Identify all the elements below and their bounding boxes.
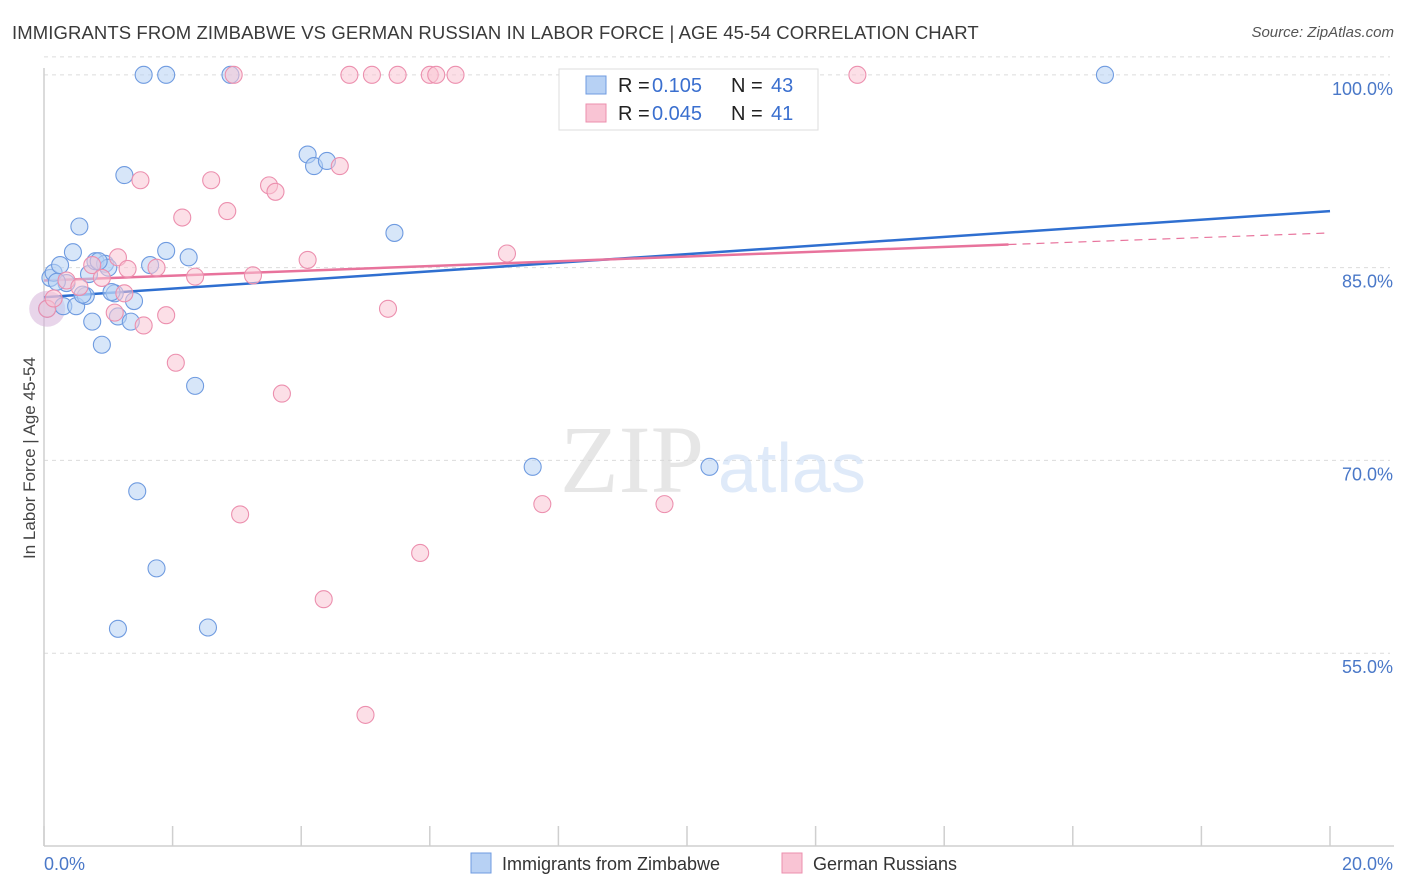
german-russian-point [272,384,291,403]
german-russian-trend-extrapolated [1008,232,1331,246]
zimbabwe-point [134,65,153,84]
zimbabwe-legend-label: Immigrants from Zimbabwe [502,854,720,874]
german-russian-point [166,353,185,372]
zimbabwe-point [108,619,127,638]
german-russian-point [848,65,867,84]
german-russian-point [497,244,517,263]
german-russian-point [655,495,674,514]
x-tick-label: 0.0% [44,854,85,874]
german-russian-point [330,157,349,176]
german-russian-point [173,208,192,227]
german-russian-point [378,299,398,318]
german-russian-point [202,171,221,190]
german-russian-point [356,705,375,724]
legend-r-label: R = [618,75,650,97]
watermark-zip: ZIP [560,406,704,513]
legend-box: R = 0.105 N = 43 R = 0.045 N = 41 [558,68,819,131]
zimbabwe-point [115,166,134,185]
german-russian-point [92,268,111,287]
y-tick-label: 85.0% [1342,272,1393,292]
zimbabwe-point [92,335,111,354]
legend-n-value: 43 [771,75,793,97]
german-russian-trend-line [43,243,1009,282]
german-russian-point [340,65,359,84]
zimbabwe-point [128,482,147,501]
pink-legend-swatch [585,103,607,123]
zimbabwe-trend-line [43,209,1331,299]
gridlines [44,56,1390,654]
x-tick-labels: 0.0% 20.0% [44,854,1393,874]
y-tick-label: 55.0% [1342,657,1393,677]
german-russian-point [147,258,166,277]
zimbabwe-point [1095,65,1114,84]
german-russian-point [44,289,63,308]
german-russian-point [118,259,137,278]
zimbabwe-point [700,457,719,476]
zimbabwe-point [157,65,176,84]
y-axis-label: In Labor Force | Age 45-54 [20,357,39,559]
german-russian-point [131,171,150,190]
german-russian-point [134,316,153,335]
german-russian-point [231,505,250,524]
zimbabwe-point [70,217,89,236]
german-russian-point [186,267,205,286]
x-tick-label: 20.0% [1342,854,1393,874]
german-russian-legend-label: German Russians [813,854,957,874]
german-russian-legend-swatch [781,852,803,874]
watermark-atlas: atlas [718,429,866,507]
zimbabwe-point [385,223,404,242]
german-russian-point [243,266,263,285]
german-russian-point [446,65,465,84]
german-russian-point [105,303,124,322]
legend-r-label: R = [618,103,650,125]
watermark: ZIP atlas [560,406,866,513]
german-russian-point [224,65,243,84]
german-russian-point [108,248,127,267]
zimbabwe-point [198,618,218,637]
bottom-legend: Immigrants from Zimbabwe German Russians [470,852,957,874]
german-russian-point [218,202,237,221]
zimbabwe-legend-swatch [470,852,492,874]
zimbabwe-point [63,243,82,262]
y-tick-labels: 55.0% 70.0% 85.0% 100.0% [1332,79,1393,677]
trend-lines [43,209,1331,299]
german-russian-point [533,495,552,514]
legend-r-value: 0.105 [652,75,702,97]
legend-n-label: N = [731,103,763,125]
zimbabwe-point [83,312,102,331]
german-russian-point [266,182,285,201]
german-russian-point [70,277,89,296]
zimbabwe-point [147,559,166,578]
german-russian-point [411,543,430,563]
blue-legend-swatch [585,75,607,95]
german-russian-point [388,65,407,84]
y-tick-label: 100.0% [1332,79,1393,99]
axes [43,68,1394,847]
data-points [29,65,1114,724]
source-credit: Source: ZipAtlas.com [1251,24,1394,41]
zimbabwe-point [157,241,176,260]
zimbabwe-point [523,457,542,476]
german-russian-point [362,65,381,84]
german-russian-point [115,284,134,303]
chart-title: IMMIGRANTS FROM ZIMBABWE VS GERMAN RUSSI… [12,22,979,43]
zimbabwe-point [179,248,198,267]
german-russian-point [427,65,446,84]
german-russian-point [314,590,333,609]
german-russian-point [157,306,176,325]
zimbabwe-point [51,256,70,275]
german-russian-point [298,250,317,269]
legend-n-value: 41 [771,103,793,125]
german-russian-point [83,256,102,275]
legend-r-value: 0.045 [652,103,702,125]
zimbabwe-point [186,376,205,395]
y-tick-label: 70.0% [1342,464,1393,484]
legend-n-label: N = [731,75,763,97]
